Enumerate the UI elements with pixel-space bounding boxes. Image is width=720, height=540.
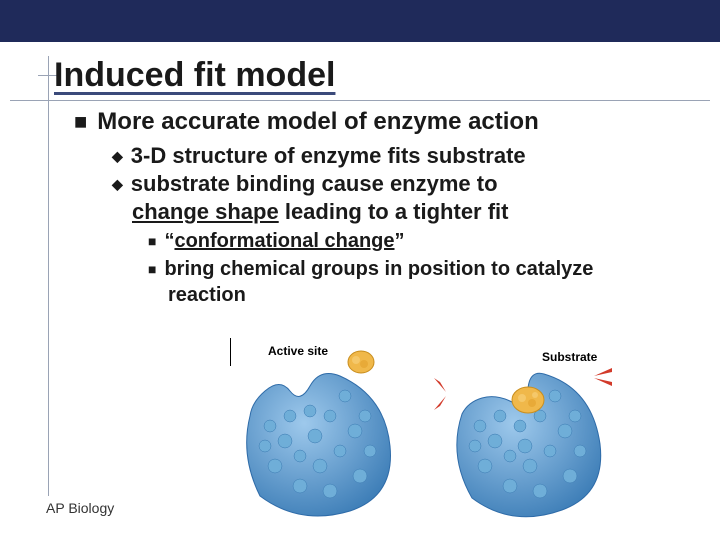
bullet-l2a-text: 3-D structure of enzyme fits substrate	[131, 142, 526, 170]
bullet-l2b-underline: change shape	[132, 199, 279, 224]
content-block: ■ More accurate model of enzyme action ◆…	[74, 108, 694, 308]
substrate-left-icon	[346, 346, 376, 376]
bullet-level3-a: ■ “conformational change”	[148, 228, 694, 254]
square-bullet-icon: ■	[148, 228, 156, 254]
bullet-l1-text: More accurate model of enzyme action	[97, 108, 538, 136]
footer-label: AP Biology	[46, 500, 114, 516]
enzyme-right-icon	[440, 356, 610, 521]
bullet-l3b-line2: reaction	[168, 282, 694, 308]
red-arrow-icon	[590, 368, 612, 386]
top-bar	[0, 0, 720, 42]
bullet-level2-b-cont: change shape leading to a tighter fit	[132, 198, 694, 226]
diamond-bullet-icon: ◆	[112, 170, 123, 198]
enzyme-diagram: Active site Substrate	[230, 338, 630, 538]
bullet-level1: ■ More accurate model of enzyme action	[74, 108, 694, 136]
bullet-l2b-line1: substrate binding cause enzyme to	[131, 170, 498, 198]
red-arrow-icon	[432, 378, 452, 410]
bullet-l2b-tail: leading to a tighter fit	[279, 199, 509, 224]
bullet-level2-b: ◆ substrate binding cause enzyme to	[112, 170, 694, 198]
bullet-l3b-line1: bring chemical groups in position to cat…	[164, 256, 593, 282]
crosshair-v	[48, 65, 49, 85]
square-bullet-icon: ■	[74, 108, 87, 136]
bullet-level3-b: ■ bring chemical groups in position to c…	[148, 256, 694, 282]
square-bullet-icon: ■	[148, 256, 156, 282]
slide-title: Induced fit model	[54, 56, 335, 95]
axis-vertical	[48, 56, 49, 496]
bullet-level2-a: ◆ 3-D structure of enzyme fits substrate	[112, 142, 694, 170]
bullet-l3a-text: “conformational change”	[164, 228, 404, 254]
enzyme-left-icon	[230, 356, 400, 521]
axis-horizontal	[10, 100, 710, 101]
diamond-bullet-icon: ◆	[112, 142, 123, 170]
